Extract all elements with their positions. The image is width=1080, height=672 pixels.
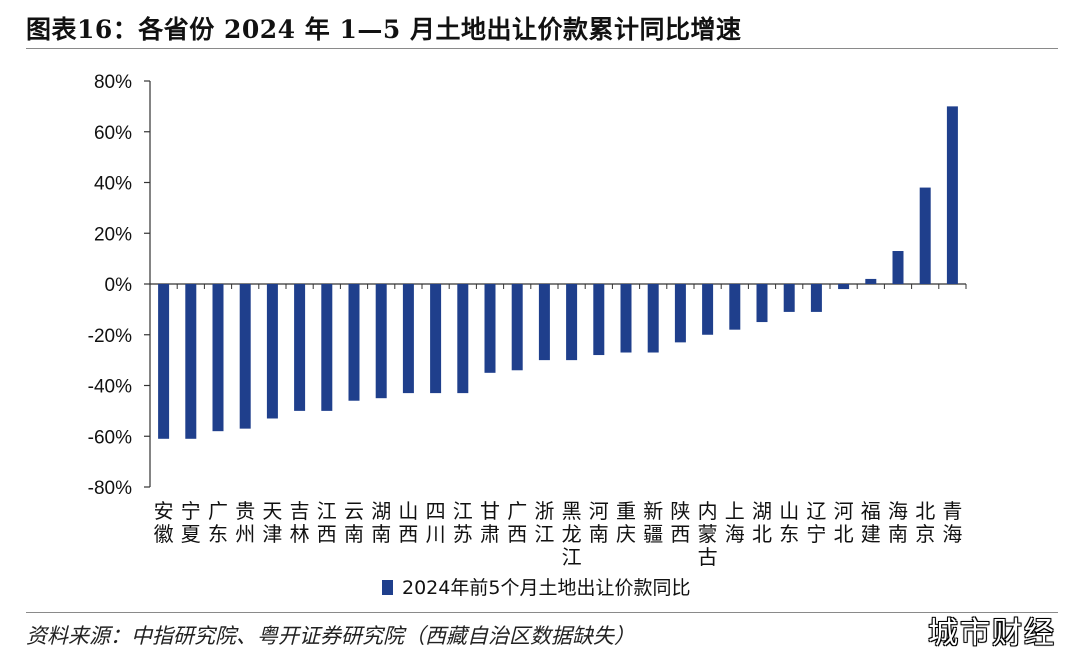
x-tick-label: 江西 [317,499,337,546]
x-tick-label: 广东 [208,499,228,546]
bar [239,284,251,429]
x-tick-label: 山东 [779,499,799,546]
bar [321,284,333,411]
bar [158,284,170,439]
x-tick-label: 天津 [262,499,282,546]
bar [593,284,605,356]
x-tick-label: 陕西 [670,499,690,546]
x-tick-label: 吉林 [290,499,310,546]
y-tick-label: 20% [94,224,132,245]
bar [892,251,904,284]
y-tick-label: 40% [94,174,132,195]
bar [620,284,632,353]
x-tick-label: 海南 [888,499,908,546]
x-tick-label: 江苏 [453,499,473,546]
bar [702,284,714,335]
x-tick-label: 四川 [426,499,446,546]
x-tick-label: 辽宁 [806,499,826,546]
y-tick-label: -60% [88,427,132,448]
legend-label: 2024年前5个月土地出让价款同比 [402,577,690,599]
x-tick-label: 贵州 [235,499,255,546]
bar [919,187,931,284]
bar [729,284,741,330]
bar [838,284,850,290]
bar [212,284,224,432]
bar [674,284,686,343]
x-tick-label: 广西 [507,499,527,546]
x-tick-label: 青海 [942,499,962,546]
y-tick-label: -20% [88,326,132,347]
title-divider [26,48,1058,49]
x-tick-label: 浙江 [534,499,554,546]
bar [946,106,958,284]
x-tick-label: 山西 [398,499,418,546]
bar [810,284,822,312]
y-tick-label: 60% [94,123,132,144]
chart-title: 图表16：各省份 2024 年 1—5 月土地出让价款累计同比增速 [26,15,742,44]
bar [375,284,387,399]
y-tick-label: 0% [105,275,133,296]
x-tick-label: 北京 [915,499,935,546]
bar [538,284,550,361]
bar [783,284,795,312]
bar [266,284,278,419]
y-tick-label: 80% [94,72,132,93]
y-tick-label: -40% [88,377,132,398]
x-tick-label: 安徽 [154,499,174,546]
x-tick-label: 福建 [861,499,881,546]
bar [294,284,306,411]
x-tick-label: 湖北 [752,499,772,546]
x-tick-label: 新疆 [643,499,663,546]
x-tick-label: 河北 [834,499,854,546]
x-tick-label: 河南 [589,499,609,546]
bar [348,284,360,401]
bar-chart: 80% 60% 40% 20% 0% -20% -40% -60% -80% 安徽宁夏广东贵州天津… [88,72,967,599]
x-tick-label: 宁夏 [181,499,201,546]
x-tick-label: 云南 [344,499,364,546]
watermark: 城市财经 [928,616,1056,651]
bar [647,284,659,353]
source-divider [26,612,1058,613]
x-tick-label: 湖南 [371,499,391,546]
x-tick-label: 黑龙江 [562,499,582,569]
bar [430,284,442,394]
bar [566,284,578,361]
bar [865,278,877,284]
bar [511,284,523,371]
bar [185,284,197,439]
bar [402,284,414,394]
bar [457,284,469,394]
bar [756,284,768,323]
x-tick-label: 上海 [725,499,745,546]
x-tick-label: 甘肃 [480,499,500,546]
source-note: 资料来源：中指研究院、粤开证券研究院（西藏自治区数据缺失） [26,624,635,648]
x-tick-label: 重庆 [616,499,636,546]
x-tick-label: 内蒙古 [698,499,718,569]
y-tick-label: -80% [88,478,132,499]
legend-swatch [382,580,393,595]
bar [484,284,496,373]
